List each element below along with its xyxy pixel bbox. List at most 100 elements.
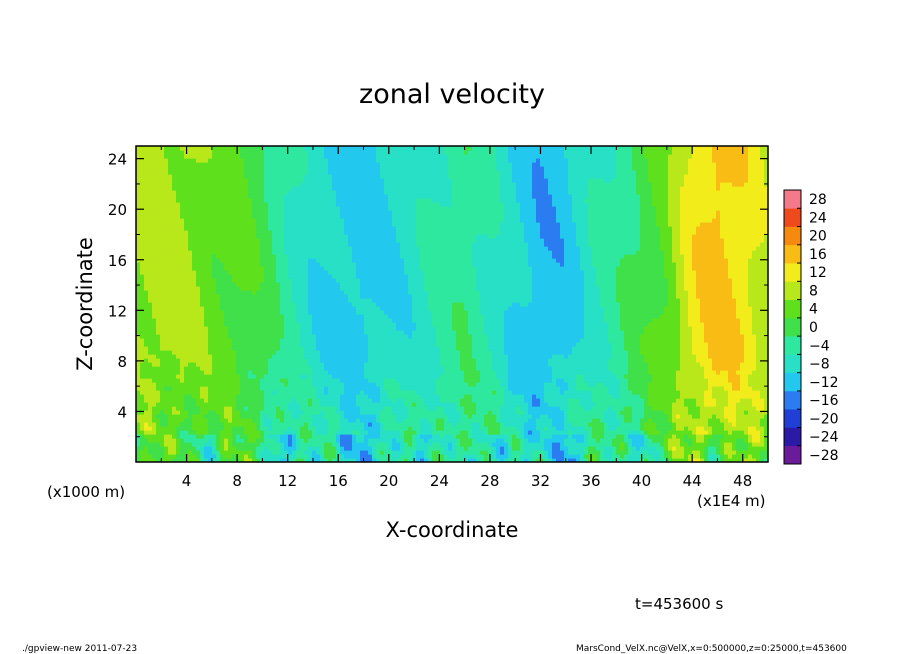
heatmap-cell bbox=[716, 354, 721, 359]
heatmap-cell bbox=[464, 390, 469, 395]
heatmap-cell bbox=[580, 406, 585, 411]
heatmap-cell bbox=[332, 414, 337, 419]
heatmap-cell bbox=[228, 398, 233, 403]
heatmap-cell bbox=[736, 426, 741, 431]
heatmap-cell bbox=[296, 354, 301, 359]
heatmap-cell bbox=[216, 338, 221, 343]
heatmap-cell bbox=[616, 366, 621, 371]
heatmap-cell bbox=[476, 346, 481, 351]
heatmap-cell bbox=[420, 446, 425, 451]
heatmap-cell bbox=[716, 358, 721, 363]
heatmap-cell bbox=[636, 350, 641, 355]
heatmap-cell bbox=[360, 410, 365, 415]
heatmap-cell bbox=[292, 386, 297, 391]
heatmap-cell bbox=[204, 342, 209, 347]
heatmap-cell bbox=[644, 422, 649, 427]
heatmap-cell bbox=[172, 334, 177, 339]
heatmap-cell bbox=[632, 398, 637, 403]
heatmap-cell bbox=[624, 426, 629, 431]
heatmap-cell bbox=[244, 406, 249, 411]
heatmap-cell bbox=[440, 446, 445, 451]
heatmap-cell bbox=[588, 358, 593, 363]
heatmap-cell bbox=[544, 338, 549, 343]
heatmap-cell bbox=[416, 410, 421, 415]
heatmap-cell bbox=[616, 438, 621, 443]
heatmap-cell bbox=[172, 430, 177, 435]
heatmap-cell bbox=[444, 434, 449, 439]
heatmap-cell bbox=[648, 434, 653, 439]
heatmap-cell bbox=[456, 398, 461, 403]
heatmap-cell bbox=[572, 366, 577, 371]
heatmap-cell bbox=[596, 454, 601, 459]
heatmap-cell bbox=[596, 382, 601, 387]
heatmap-cell bbox=[204, 422, 209, 427]
heatmap-cell bbox=[660, 438, 665, 443]
heatmap-cell bbox=[516, 334, 521, 339]
heatmap-cell bbox=[368, 358, 373, 363]
heatmap-cell bbox=[468, 386, 473, 391]
heatmap-cell bbox=[448, 438, 453, 443]
heatmap-cell bbox=[348, 422, 353, 427]
heatmap-cell bbox=[340, 386, 345, 391]
heatmap-cell bbox=[452, 450, 457, 455]
heatmap-cell bbox=[684, 390, 689, 395]
heatmap-cell bbox=[148, 446, 153, 451]
heatmap-cell bbox=[248, 454, 253, 459]
heatmap-cell bbox=[264, 366, 269, 371]
heatmap-cell bbox=[360, 446, 365, 451]
heatmap-cell bbox=[548, 450, 553, 455]
heatmap-cell bbox=[412, 354, 417, 359]
heatmap-cell bbox=[212, 402, 217, 407]
heatmap-cell bbox=[612, 430, 617, 435]
heatmap-cell bbox=[312, 350, 317, 355]
heatmap-cell bbox=[420, 342, 425, 347]
heatmap-cell bbox=[696, 342, 701, 347]
heatmap-cell bbox=[672, 426, 677, 431]
heatmap-cell bbox=[520, 342, 525, 347]
heatmap-cell bbox=[348, 430, 353, 435]
heatmap-cell bbox=[544, 390, 549, 395]
heatmap-cell bbox=[508, 406, 513, 411]
heatmap-cell bbox=[276, 346, 281, 351]
heatmap-cell bbox=[664, 362, 669, 367]
heatmap-cell bbox=[216, 390, 221, 395]
heatmap-cell bbox=[292, 358, 297, 363]
heatmap-cell bbox=[412, 422, 417, 427]
heatmap-cell bbox=[540, 350, 545, 355]
heatmap-cell bbox=[340, 434, 345, 439]
heatmap-cell bbox=[572, 430, 577, 435]
heatmap-cell bbox=[720, 414, 725, 419]
heatmap-cell bbox=[472, 450, 477, 455]
heatmap-cell bbox=[240, 358, 245, 363]
heatmap-cell bbox=[456, 350, 461, 355]
heatmap-cell bbox=[352, 338, 357, 343]
heatmap-cell bbox=[208, 446, 213, 451]
heatmap-cell bbox=[640, 338, 645, 343]
heatmap-cell bbox=[320, 406, 325, 411]
heatmap-cell bbox=[460, 382, 465, 387]
heatmap-cell bbox=[556, 386, 561, 391]
heatmap-cell bbox=[520, 362, 525, 367]
heatmap-cell bbox=[472, 378, 477, 383]
heatmap-cell bbox=[324, 442, 329, 447]
heatmap-cell bbox=[424, 414, 429, 419]
heatmap-cell bbox=[204, 410, 209, 415]
heatmap-cell bbox=[264, 386, 269, 391]
heatmap-cell bbox=[460, 446, 465, 451]
heatmap-cell bbox=[244, 438, 249, 443]
heatmap-cell bbox=[240, 426, 245, 431]
heatmap-cell bbox=[420, 346, 425, 351]
heatmap-cell bbox=[500, 418, 505, 423]
heatmap-cell bbox=[752, 390, 757, 395]
heatmap-cell bbox=[232, 450, 237, 455]
heatmap-cell bbox=[652, 454, 657, 459]
heatmap-cell bbox=[572, 378, 577, 383]
heatmap-cell bbox=[408, 378, 413, 383]
heatmap-cell bbox=[212, 422, 217, 427]
heatmap-cell bbox=[716, 454, 721, 459]
heatmap-cell bbox=[604, 366, 609, 371]
heatmap-cell bbox=[260, 402, 265, 407]
heatmap-cell bbox=[644, 342, 649, 347]
heatmap-cell bbox=[588, 362, 593, 367]
heatmap-cell bbox=[464, 402, 469, 407]
